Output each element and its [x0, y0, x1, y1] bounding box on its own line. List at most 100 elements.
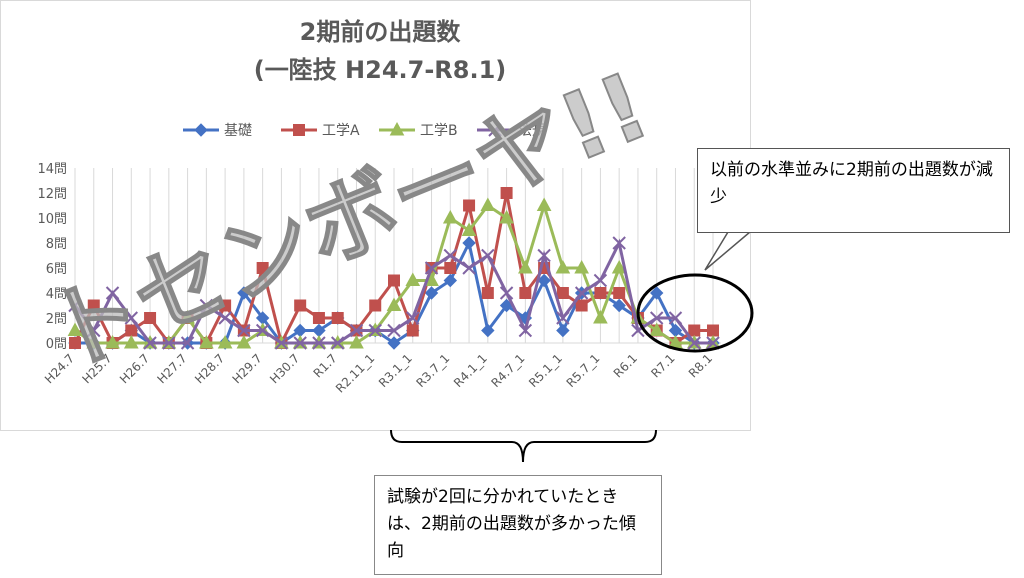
marker: [237, 323, 251, 338]
marker: [86, 334, 102, 349]
y-tick-label: 8問: [46, 237, 67, 252]
marker: [386, 297, 402, 311]
marker: [518, 259, 533, 274]
marker: [668, 311, 683, 325]
marker: [293, 336, 307, 350]
marker: [219, 299, 232, 312]
marker: [256, 262, 269, 274]
marker: [442, 209, 458, 224]
marker: [593, 273, 608, 288]
marker: [556, 323, 570, 338]
marker: [199, 298, 214, 313]
marker: [349, 334, 364, 349]
marker: [387, 323, 401, 338]
marker: [349, 323, 364, 338]
marker: [538, 262, 551, 274]
legend-marker: [488, 123, 502, 137]
y-tick-label: 6問: [46, 262, 67, 277]
marker: [536, 197, 552, 211]
marker: [499, 286, 514, 300]
marker: [87, 299, 100, 312]
marker: [67, 322, 83, 336]
marker: [294, 299, 307, 312]
marker: [574, 286, 589, 300]
callout-box: 以前の水準並みに2期前の出題数が減少: [697, 148, 1010, 233]
marker: [481, 248, 495, 263]
marker: [649, 311, 664, 325]
marker: [236, 334, 252, 349]
marker: [480, 197, 496, 211]
marker: [519, 287, 532, 299]
marker: [611, 259, 627, 274]
marker: [481, 323, 495, 338]
marker: [462, 236, 476, 250]
marker: [105, 286, 120, 300]
chart-subtitle: (一陸技 H24.7-R8.1): [254, 56, 507, 84]
marker: [387, 336, 401, 350]
marker: [218, 311, 232, 325]
chart-title: 2期前の出題数: [300, 18, 462, 46]
y-tick-label: 4問: [46, 287, 67, 302]
marker: [330, 336, 345, 350]
marker: [144, 312, 157, 324]
marker: [162, 336, 176, 350]
legend-marker: [389, 121, 405, 136]
marker: [707, 324, 719, 337]
marker: [612, 298, 626, 313]
y-tick-label: 14問: [37, 162, 67, 177]
marker: [406, 324, 419, 337]
marker: [180, 309, 195, 324]
marker: [388, 274, 400, 287]
legend-marker: [194, 123, 208, 137]
marker: [237, 286, 251, 300]
marker: [499, 209, 514, 224]
y-tick-label: 10問: [37, 212, 67, 227]
plot: [67, 187, 721, 350]
marker: [481, 287, 494, 299]
marker: [312, 312, 325, 324]
legend-label: 基礎: [224, 122, 252, 139]
marker: [688, 324, 701, 337]
marker: [444, 262, 457, 274]
marker: [575, 299, 588, 312]
marker: [406, 311, 420, 325]
bracket: [390, 429, 657, 463]
legend-label: 法規: [518, 123, 546, 139]
marker: [123, 334, 139, 349]
marker: [537, 248, 551, 263]
marker: [180, 336, 195, 350]
marker: [68, 298, 82, 313]
marker: [87, 323, 101, 338]
marker: [594, 287, 607, 299]
marker: [687, 336, 701, 350]
marker: [500, 187, 513, 199]
legend-label: 工学B: [420, 123, 458, 139]
marker: [443, 273, 458, 288]
marker: [331, 312, 344, 324]
marker: [556, 287, 569, 299]
y-tick-label: 12問: [37, 187, 67, 202]
marker: [255, 323, 270, 338]
marker: [105, 334, 120, 349]
marker: [574, 259, 589, 274]
y-tick-label: 2問: [46, 312, 67, 327]
legend-marker: [293, 124, 305, 136]
marker: [405, 272, 421, 286]
legend: 基礎 工学A 工学B 法規: [183, 121, 546, 139]
marker: [424, 286, 439, 300]
marker: [124, 311, 139, 325]
marker: [555, 259, 571, 274]
callout-box: 試験が2回に分かれていたときは、2期前の出題数が多かった傾向: [374, 475, 662, 575]
marker: [649, 322, 665, 336]
marker: [556, 311, 570, 325]
y-tick-label: 0問: [46, 337, 67, 352]
marker: [274, 336, 289, 350]
marker: [463, 199, 476, 212]
marker: [593, 309, 608, 324]
marker: [461, 222, 477, 236]
marker: [217, 334, 233, 349]
marker: [368, 323, 382, 338]
marker: [518, 323, 533, 338]
